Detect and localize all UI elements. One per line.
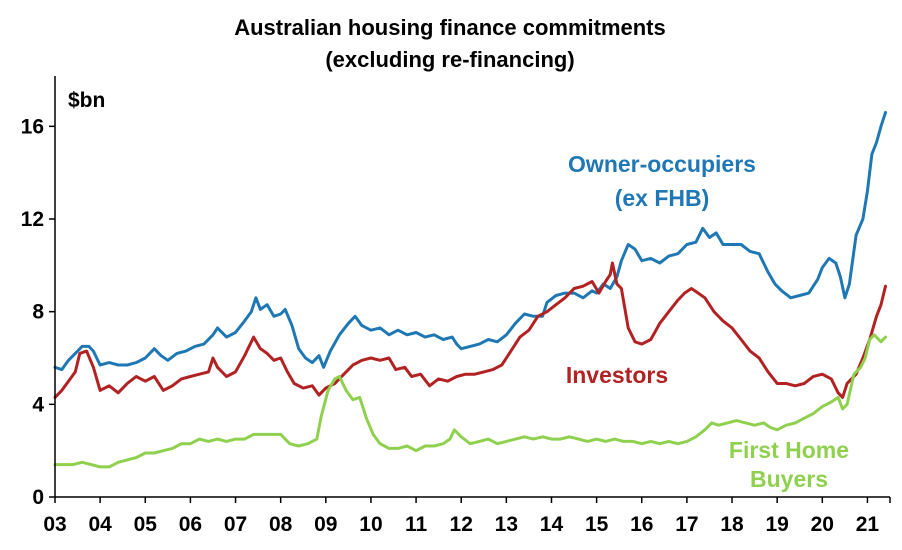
x-tick-label: 13 xyxy=(495,513,518,536)
x-tick-label: 04 xyxy=(88,513,112,536)
investors-label: Investors xyxy=(566,362,668,388)
series-line-investors xyxy=(53,261,887,399)
series-line-first-home-buyers xyxy=(53,333,887,469)
y-axis-unit: $bn xyxy=(68,89,105,112)
series-label-first-home-buyers: First Home Buyers xyxy=(729,437,849,492)
x-tick-label: 20 xyxy=(811,513,834,536)
x-tick-label: 16 xyxy=(630,513,653,536)
x-tick-label: 08 xyxy=(269,513,293,536)
y-tick-label: 4 xyxy=(32,393,44,416)
x-tick-label: 15 xyxy=(585,513,609,536)
x-tick-label: 21 xyxy=(856,513,880,536)
x-tick-label: 17 xyxy=(675,513,698,536)
x-tick-label: 06 xyxy=(179,513,202,536)
owner-occupiers-label: Owner-occupiers xyxy=(568,151,756,177)
axes-layer xyxy=(49,76,891,503)
x-tick-label: 11 xyxy=(405,513,428,536)
chart-title: Australian housing finance commitments xyxy=(234,15,666,40)
y-tick-label: 8 xyxy=(32,301,44,324)
y-tick-label: 16 xyxy=(21,115,44,138)
x-tick-label: 19 xyxy=(765,513,788,536)
first-home-buyers-sublabel: Buyers xyxy=(750,466,828,492)
x-tick-label: 14 xyxy=(540,513,564,536)
series-layer xyxy=(53,110,887,469)
x-tick-label: 12 xyxy=(450,513,473,536)
x-tick-label: 09 xyxy=(314,513,337,536)
series-label-owner-occupiers: Owner-occupiers (ex FHB) xyxy=(568,151,756,211)
owner-occupiers-sublabel: (ex FHB) xyxy=(615,185,710,211)
x-tick-label: 18 xyxy=(720,513,744,536)
x-tick-label: 10 xyxy=(359,513,382,536)
chart-subtitle: (excluding re-financing) xyxy=(325,47,574,72)
y-tick-label: 0 xyxy=(32,486,44,509)
series-line-owner-occupiers xyxy=(53,110,887,372)
x-tick-label: 05 xyxy=(134,513,158,536)
first-home-buyers-label: First Home xyxy=(729,437,849,463)
x-tick-label: 07 xyxy=(224,513,247,536)
y-tick-label: 12 xyxy=(21,208,44,231)
x-tick-label: 03 xyxy=(43,513,66,536)
